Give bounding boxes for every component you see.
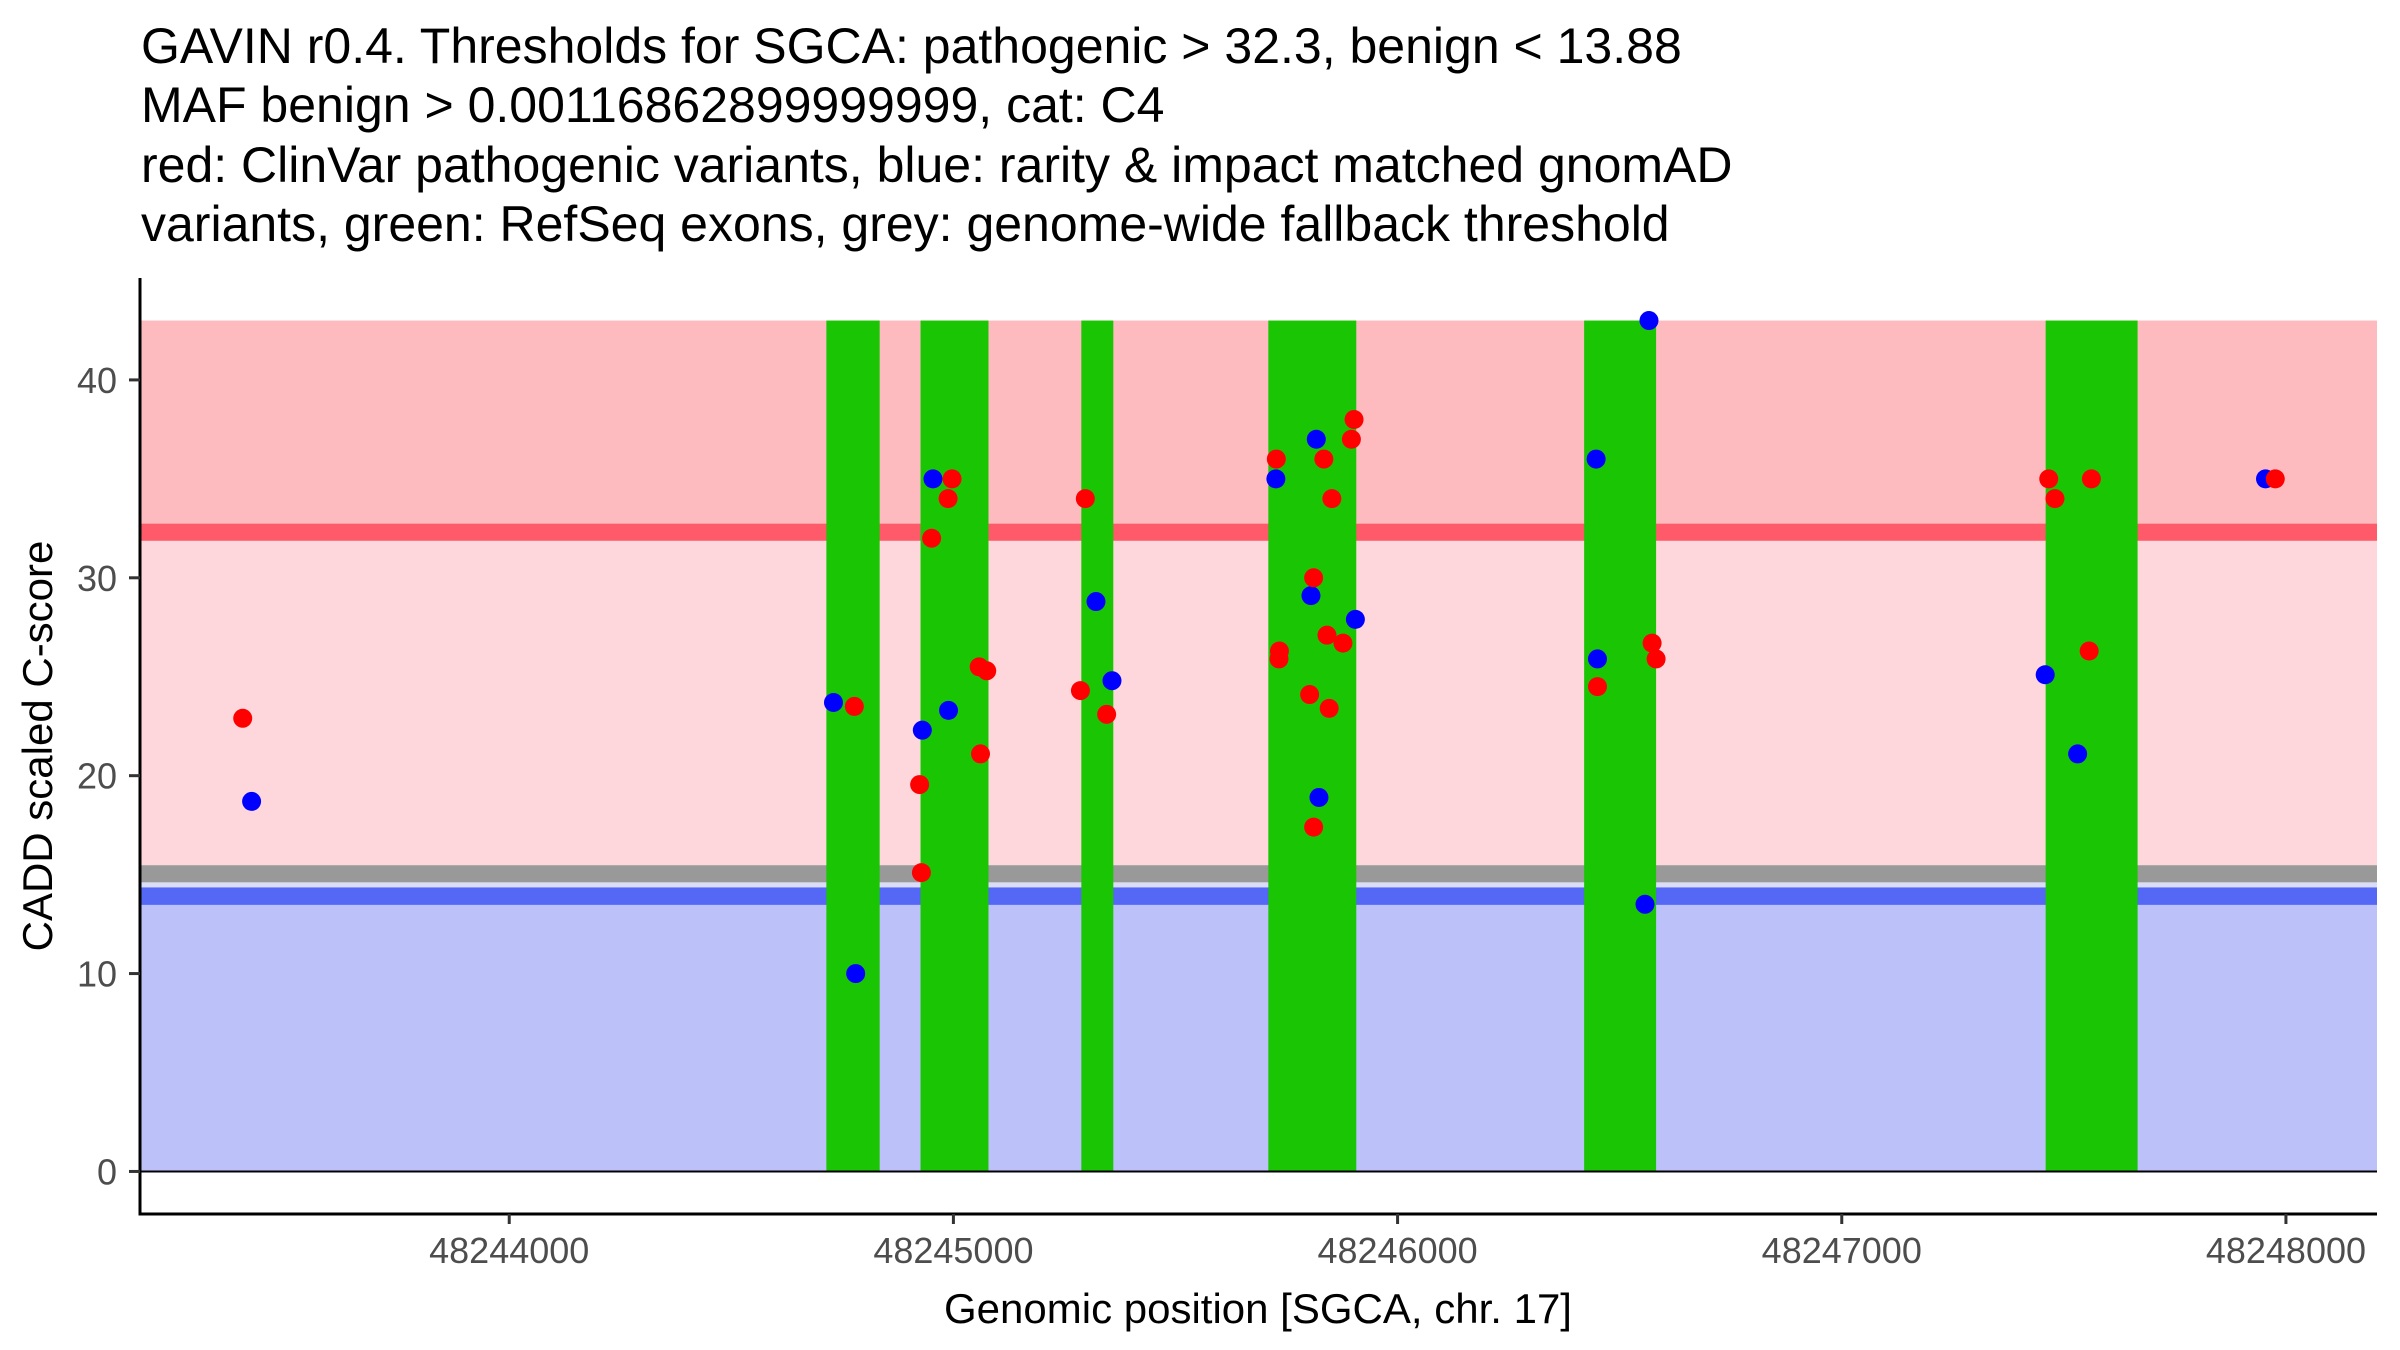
x-tick-label: 48246000 [1317,1230,1477,1271]
y-tick-label: 10 [77,954,117,995]
gnomad-point [1309,787,1329,807]
intermediate-region [141,540,2377,866]
gnomad-point [242,791,262,811]
clinvar-point [938,489,958,509]
axes [138,278,2377,1216]
gnomad-point [2068,744,2088,764]
benign-threshold-line [141,887,2377,905]
clinvar-point [2045,489,2065,509]
x-axis-title: Genomic position [SGCA, chr. 17] [944,1285,1572,1332]
clinvar-point [1646,649,1666,669]
clinvar-point [977,661,997,681]
clinvar-point [1300,685,1320,705]
clinvar-point [1319,698,1339,718]
clinvar-point [1266,449,1286,469]
x-tick-label: 48248000 [2206,1230,2366,1271]
clinvar-point [1314,449,1334,469]
clinvar-point [1642,633,1662,653]
title-line-1: GAVIN r0.4. Thresholds for SGCA: pathoge… [141,18,1682,74]
clinvar-point [2079,641,2099,661]
y-axis-ticks: 0 10 20 30 40 [77,360,140,1192]
x-tick-label: 48247000 [1762,1230,1922,1271]
y-tick-label: 20 [77,756,117,797]
threshold-bands [141,320,2377,1172]
clinvar-point [922,528,942,548]
clinvar-point [1075,489,1095,509]
clinvar-point [970,744,990,764]
x-tick-label: 48245000 [873,1230,1033,1271]
exon-bar-1 [826,320,880,1172]
x-tick-label: 48244000 [429,1230,589,1271]
exon-bar-5 [1584,320,1657,1172]
clinvar-point [911,863,931,883]
gnomad-point [939,700,959,720]
title-line-2: MAF benign > 0.00116862899999999, cat: C… [141,77,1164,133]
x-axis-ticks: 48244000 48245000 48246000 48247000 48248000 [429,1214,2366,1271]
clinvar-point [1304,817,1324,837]
title-line-3: red: ClinVar pathogenic variants, blue: … [141,137,1732,193]
gnomad-point [1306,429,1326,449]
variant-points [233,311,2285,984]
clinvar-point [942,469,962,489]
clinvar-point [844,696,864,716]
y-tick-label: 30 [77,558,117,599]
y-tick-label: 40 [77,360,117,401]
gnomad-point [1301,586,1321,606]
exon-bar-6 [2045,320,2138,1172]
gnomad-point [1635,894,1655,914]
title-line-4: variants, green: RefSeq exons, grey: gen… [141,196,1670,252]
benign-gap [141,882,2377,888]
gnomad-point [2035,665,2055,685]
clinvar-point [1333,633,1353,653]
clinvar-point [1269,649,1289,669]
gnomad-point [923,469,943,489]
clinvar-point [1322,489,1342,509]
clinvar-point [1344,409,1364,429]
exon-bar-3 [1081,320,1114,1172]
clinvar-point [1070,681,1090,701]
y-tick-label: 0 [97,1151,117,1192]
gnomad-point [1586,449,1606,469]
pathogenic-region [141,320,2377,524]
gnomad-point [1102,671,1122,691]
clinvar-point [910,775,930,795]
clinvar-point [1587,677,1607,697]
clinvar-point [2039,469,2059,489]
clinvar-point [1317,625,1337,645]
exon-bar-4 [1268,320,1357,1172]
gnomad-point [1639,311,1659,331]
clinvar-point [2081,469,2101,489]
exon-bars [826,320,2138,1172]
gnomad-point [1587,649,1607,669]
benign-region [141,904,2377,1172]
gnomad-point [846,964,866,984]
gnomad-point [1266,469,1286,489]
clinvar-point [1097,704,1117,724]
fallback-threshold-band [141,865,2377,883]
y-axis-title: CADD scaled C-score [14,541,61,952]
clinvar-point [233,708,253,728]
gnomad-point [912,720,932,740]
gnomad-point [823,692,843,712]
pathogenic-threshold-line [141,523,2377,541]
clinvar-point [1341,429,1361,449]
clinvar-point [2265,469,2285,489]
gnomad-point [1345,609,1365,629]
gnomad-point [1086,592,1106,612]
chart-title: GAVIN r0.4. Thresholds for SGCA: pathoge… [141,18,1732,252]
clinvar-point [1304,568,1324,588]
